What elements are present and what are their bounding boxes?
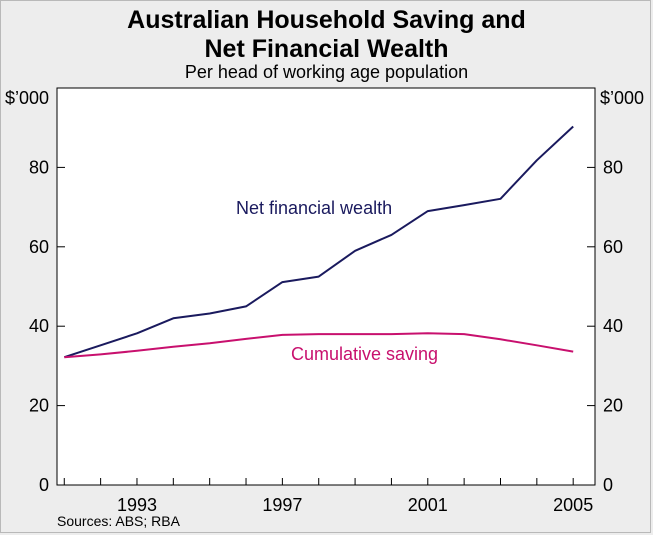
chart-title-line-1: Australian Household Saving and — [127, 6, 526, 34]
axis-ticks: 0 0 20 20 40 40 60 60 80 80 1993 1997 2001 2005 — [29, 157, 623, 515]
chart-title-line-2: Net Financial Wealth — [204, 35, 449, 63]
chart-subtitle: Per head of working age population — [184, 62, 469, 82]
y-tick-label-left: 0 — [39, 475, 49, 495]
x-tick-label: 1997 — [262, 495, 302, 515]
source-note: Sources: ABS; RBA — [57, 513, 180, 529]
y-tick-label-left: 60 — [29, 237, 49, 257]
y-tick-label-left: 80 — [29, 157, 49, 177]
y-tick-label-right: 0 — [603, 475, 613, 495]
x-tick-label: 1993 — [117, 495, 157, 515]
y-tick-label-right: 60 — [603, 237, 623, 257]
series-lines — [63, 125, 574, 359]
chart-title: Australian Household Saving and Net Fina… — [0, 6, 653, 64]
series-label-net-financial-wealth: Net financial wealth — [236, 198, 392, 218]
left-axis-unit: $’000 — [5, 88, 49, 108]
x-tick-label: 2001 — [408, 495, 448, 515]
series-line-cumulative-saving — [64, 332, 574, 359]
y-tick-label-right: 40 — [603, 316, 623, 336]
series-line-net-financial-wealth — [63, 125, 574, 359]
y-tick-label-right: 20 — [603, 396, 623, 416]
x-tick-label: 2005 — [553, 495, 593, 515]
series-label-cumulative-saving: Cumulative saving — [291, 344, 438, 364]
y-tick-label-left: 40 — [29, 316, 49, 336]
plot-area — [56, 87, 596, 486]
y-tick-label-left: 20 — [29, 396, 49, 416]
y-tick-label-right: 80 — [603, 157, 623, 177]
right-axis-unit: $’000 — [600, 88, 644, 108]
